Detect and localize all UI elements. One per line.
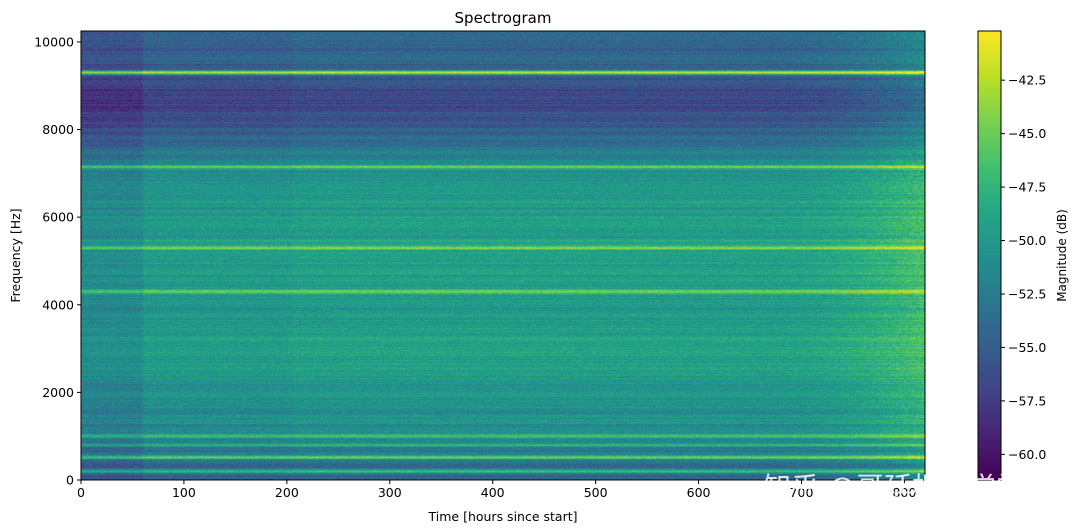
colorbar-tick-label: −42.5 [1008, 73, 1046, 88]
y-tick-label: 6000 [42, 210, 74, 225]
y-tick-label: 2000 [42, 385, 74, 400]
colorbar-tick-label: −55.0 [1008, 340, 1046, 355]
colorbar-label: Magnitude (dB) [1055, 209, 1069, 302]
chart-title: Spectrogram [455, 9, 552, 27]
colorbar-tick-label: −47.5 [1008, 180, 1046, 195]
colorbar [978, 31, 1001, 480]
x-tick-label: 0 [77, 485, 85, 500]
watermark-text: 知乎 @哥廷根数学学派 [763, 471, 1052, 504]
colorbar-tick-label: −50.0 [1008, 233, 1046, 248]
x-tick-label: 700 [790, 485, 814, 500]
y-tick-label: 0 [66, 473, 74, 488]
colorbar-tick-label: −60.0 [1008, 447, 1046, 462]
y-tick-label: 10000 [34, 34, 74, 49]
x-axis-label: Time [hours since start] [428, 509, 578, 524]
x-tick-label: 100 [172, 485, 196, 500]
x-tick-label: 600 [687, 485, 711, 500]
x-axis: 0 100 200 300 400 500 600 700 800 [77, 480, 916, 500]
colorbar-tick-label: −57.5 [1008, 393, 1046, 408]
x-tick-label: 400 [481, 485, 505, 500]
x-tick-label: 300 [378, 485, 402, 500]
y-axis-label: Frequency [Hz] [8, 208, 23, 302]
y-tick-label: 4000 [42, 297, 74, 312]
plot-frame [80, 30, 926, 481]
x-tick-label: 800 [892, 485, 916, 500]
colorbar-tick-label: −52.5 [1008, 286, 1046, 301]
y-axis: 0 2000 4000 6000 8000 10000 [34, 34, 81, 488]
colorbar-frame [977, 30, 1002, 481]
x-tick-label: 200 [275, 485, 299, 500]
spectrogram-image [81, 31, 925, 480]
colorbar-tick-label: −45.0 [1008, 126, 1046, 141]
colorbar-axis: −42.5 −45.0 −47.5 −50.0 −52.5 −55.0 −57.5 −60.0 [1001, 73, 1046, 462]
x-tick-label: 500 [584, 485, 608, 500]
y-tick-label: 8000 [42, 122, 74, 137]
